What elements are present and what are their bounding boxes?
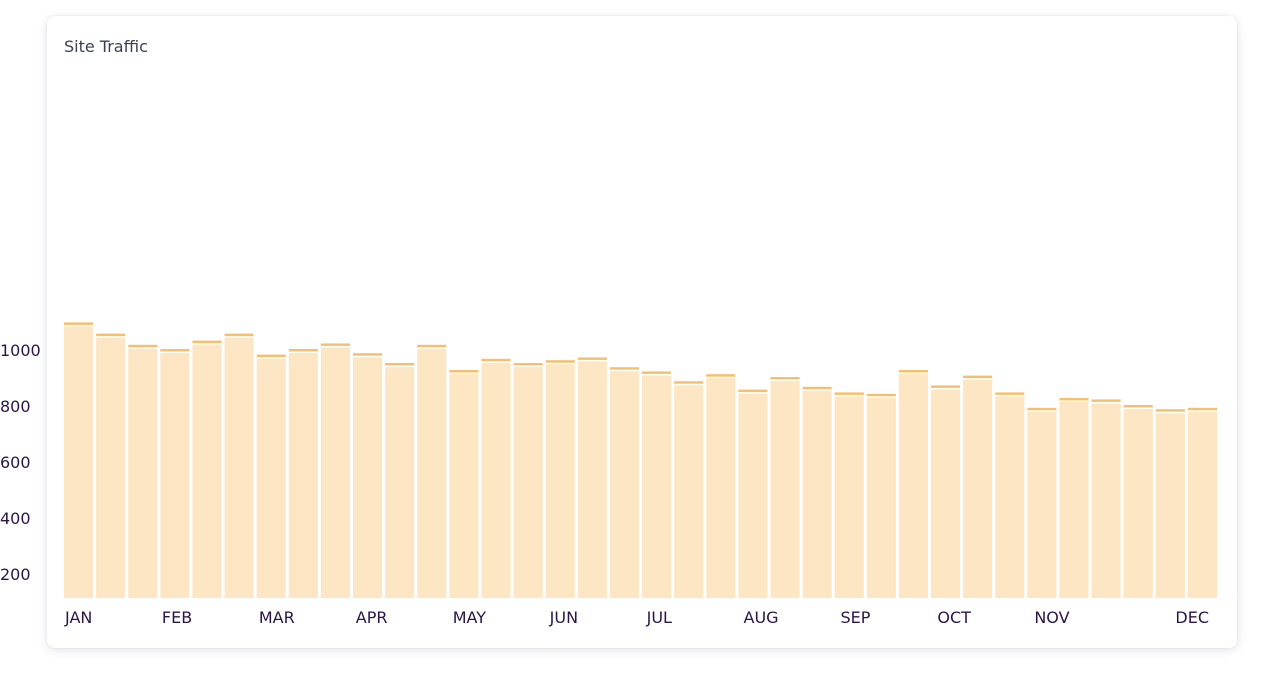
bar-cap (1027, 407, 1057, 411)
x-tick-label: JAN (64, 608, 92, 627)
bar[interactable] (1155, 413, 1185, 598)
bar-cap (770, 377, 800, 380)
bar-cap (866, 393, 896, 397)
bar[interactable] (931, 389, 961, 598)
x-tick-label: MAY (453, 608, 487, 627)
bar[interactable] (385, 367, 415, 598)
bar[interactable] (353, 357, 383, 598)
bar[interactable] (128, 348, 158, 598)
bar[interactable] (577, 361, 607, 598)
bar[interactable] (963, 379, 993, 598)
bar[interactable] (898, 374, 928, 598)
bar[interactable] (513, 367, 543, 598)
bar[interactable] (1091, 403, 1121, 598)
bar-cap (449, 370, 479, 373)
x-tick-label: JUN (549, 608, 578, 627)
bar[interactable] (449, 374, 479, 598)
bar[interactable] (288, 353, 318, 598)
bar-cap (224, 333, 254, 337)
bar-cap (288, 349, 318, 352)
bar-cap (481, 358, 511, 362)
bar[interactable] (706, 378, 736, 598)
bar[interactable] (1123, 409, 1153, 598)
bar[interactable] (417, 348, 447, 598)
bar-cap (192, 340, 222, 344)
bar[interactable] (192, 344, 222, 598)
bar-cap (64, 322, 94, 325)
bar-cap (128, 344, 158, 348)
bar-cap (1059, 398, 1089, 401)
y-tick-label: 400 (0, 509, 31, 528)
bar-cap (417, 344, 447, 348)
bar[interactable] (96, 337, 126, 598)
bar-cap (385, 363, 415, 366)
bar-cap (1091, 399, 1121, 402)
x-tick-label: OCT (937, 608, 971, 627)
bar[interactable] (802, 390, 832, 598)
y-tick-label: 800 (0, 397, 31, 416)
x-tick-label: AUG (744, 608, 779, 627)
bar-cap (320, 343, 350, 346)
bar[interactable] (674, 385, 704, 598)
bar[interactable] (64, 326, 94, 598)
bar-cap (160, 349, 190, 352)
chart-title: Site Traffic (64, 37, 148, 56)
bars-group (64, 322, 1217, 598)
x-tick-label: JUL (646, 608, 672, 627)
bar[interactable] (609, 371, 639, 598)
bar-cap (1187, 407, 1217, 411)
x-tick-label: NOV (1034, 608, 1069, 627)
bar[interactable] (642, 375, 672, 598)
bar-cap (642, 371, 672, 374)
bar-cap (706, 374, 736, 377)
bar[interactable] (834, 396, 864, 598)
x-tick-label: SEP (840, 608, 870, 627)
bar[interactable] (1027, 411, 1057, 598)
bar[interactable] (224, 337, 254, 598)
bar[interactable] (866, 397, 896, 598)
bar-cap (96, 333, 126, 337)
bar[interactable] (481, 362, 511, 598)
bar-cap (545, 360, 575, 363)
bar-cap (609, 367, 639, 370)
bar-cap (963, 375, 993, 379)
bar[interactable] (160, 353, 190, 598)
bar[interactable] (770, 381, 800, 598)
bar[interactable] (256, 358, 286, 598)
bar[interactable] (995, 396, 1025, 598)
bar[interactable] (320, 347, 350, 598)
bar-cap (353, 353, 383, 356)
bar-cap (577, 357, 607, 360)
bar-cap (1155, 409, 1185, 412)
y-tick-label: 1000 (0, 341, 41, 360)
bar-cap (674, 381, 704, 384)
bar-cap (513, 363, 543, 366)
bar-cap (738, 389, 768, 393)
bar-cap (995, 392, 1025, 395)
x-tick-label: MAR (259, 608, 295, 627)
bar[interactable] (545, 364, 575, 598)
bar-cap (1123, 405, 1153, 408)
x-tick-label: FEB (162, 608, 192, 627)
bar[interactable] (738, 393, 768, 598)
bar-cap (834, 392, 864, 395)
y-tick-label: 600 (0, 453, 31, 472)
bar[interactable] (1187, 411, 1217, 598)
x-tick-label: APR (356, 608, 388, 627)
bar-cap (931, 385, 961, 388)
bar[interactable] (1059, 402, 1089, 598)
bar-cap (898, 370, 928, 373)
bar-cap (802, 386, 832, 390)
y-tick-label: 200 (0, 565, 31, 584)
x-tick-label: DEC (1175, 608, 1209, 627)
bar-cap (256, 354, 286, 358)
